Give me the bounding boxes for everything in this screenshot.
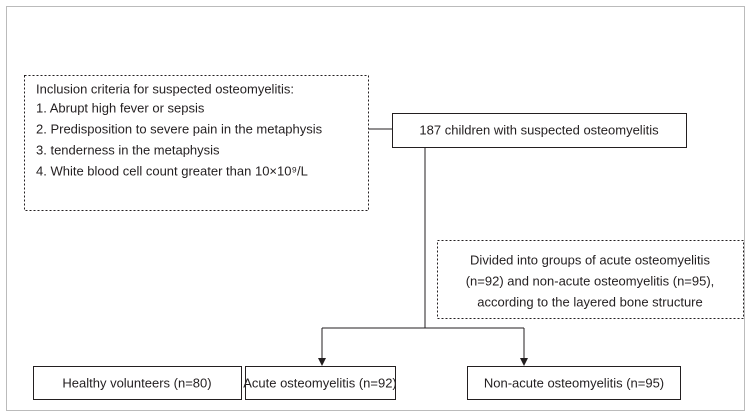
criteria-item: 2. Predisposition to severe pain in the … <box>36 121 323 136</box>
criteria-item: 4. White blood cell count greater than 1… <box>36 163 308 178</box>
group-box <box>467 366 681 400</box>
criteria-box <box>24 75 369 211</box>
group-label: Acute osteomyelitis (n=92) <box>243 375 397 390</box>
group-label: Non-acute osteomyelitis (n=95) <box>484 375 664 390</box>
criteria-item: 1. Abrupt high fever or sepsis <box>36 100 205 115</box>
frame <box>6 6 745 411</box>
criteria-title: Inclusion criteria for suspected osteomy… <box>36 81 294 96</box>
note-box <box>437 240 744 319</box>
note-line: Divided into groups of acute osteomyelit… <box>470 252 710 267</box>
group-label: Healthy volunteers (n=80) <box>62 375 211 390</box>
group-box <box>33 366 242 400</box>
note-line: according to the layered bone structure <box>477 294 702 309</box>
note-line: (n=92) and non-acute osteomyelitis (n=95… <box>466 273 715 288</box>
group-box <box>245 366 396 400</box>
main-label: 187 children with suspected osteomyeliti… <box>419 122 659 137</box>
main-box <box>392 113 687 148</box>
criteria-item: 3. tenderness in the metaphysis <box>36 142 220 157</box>
